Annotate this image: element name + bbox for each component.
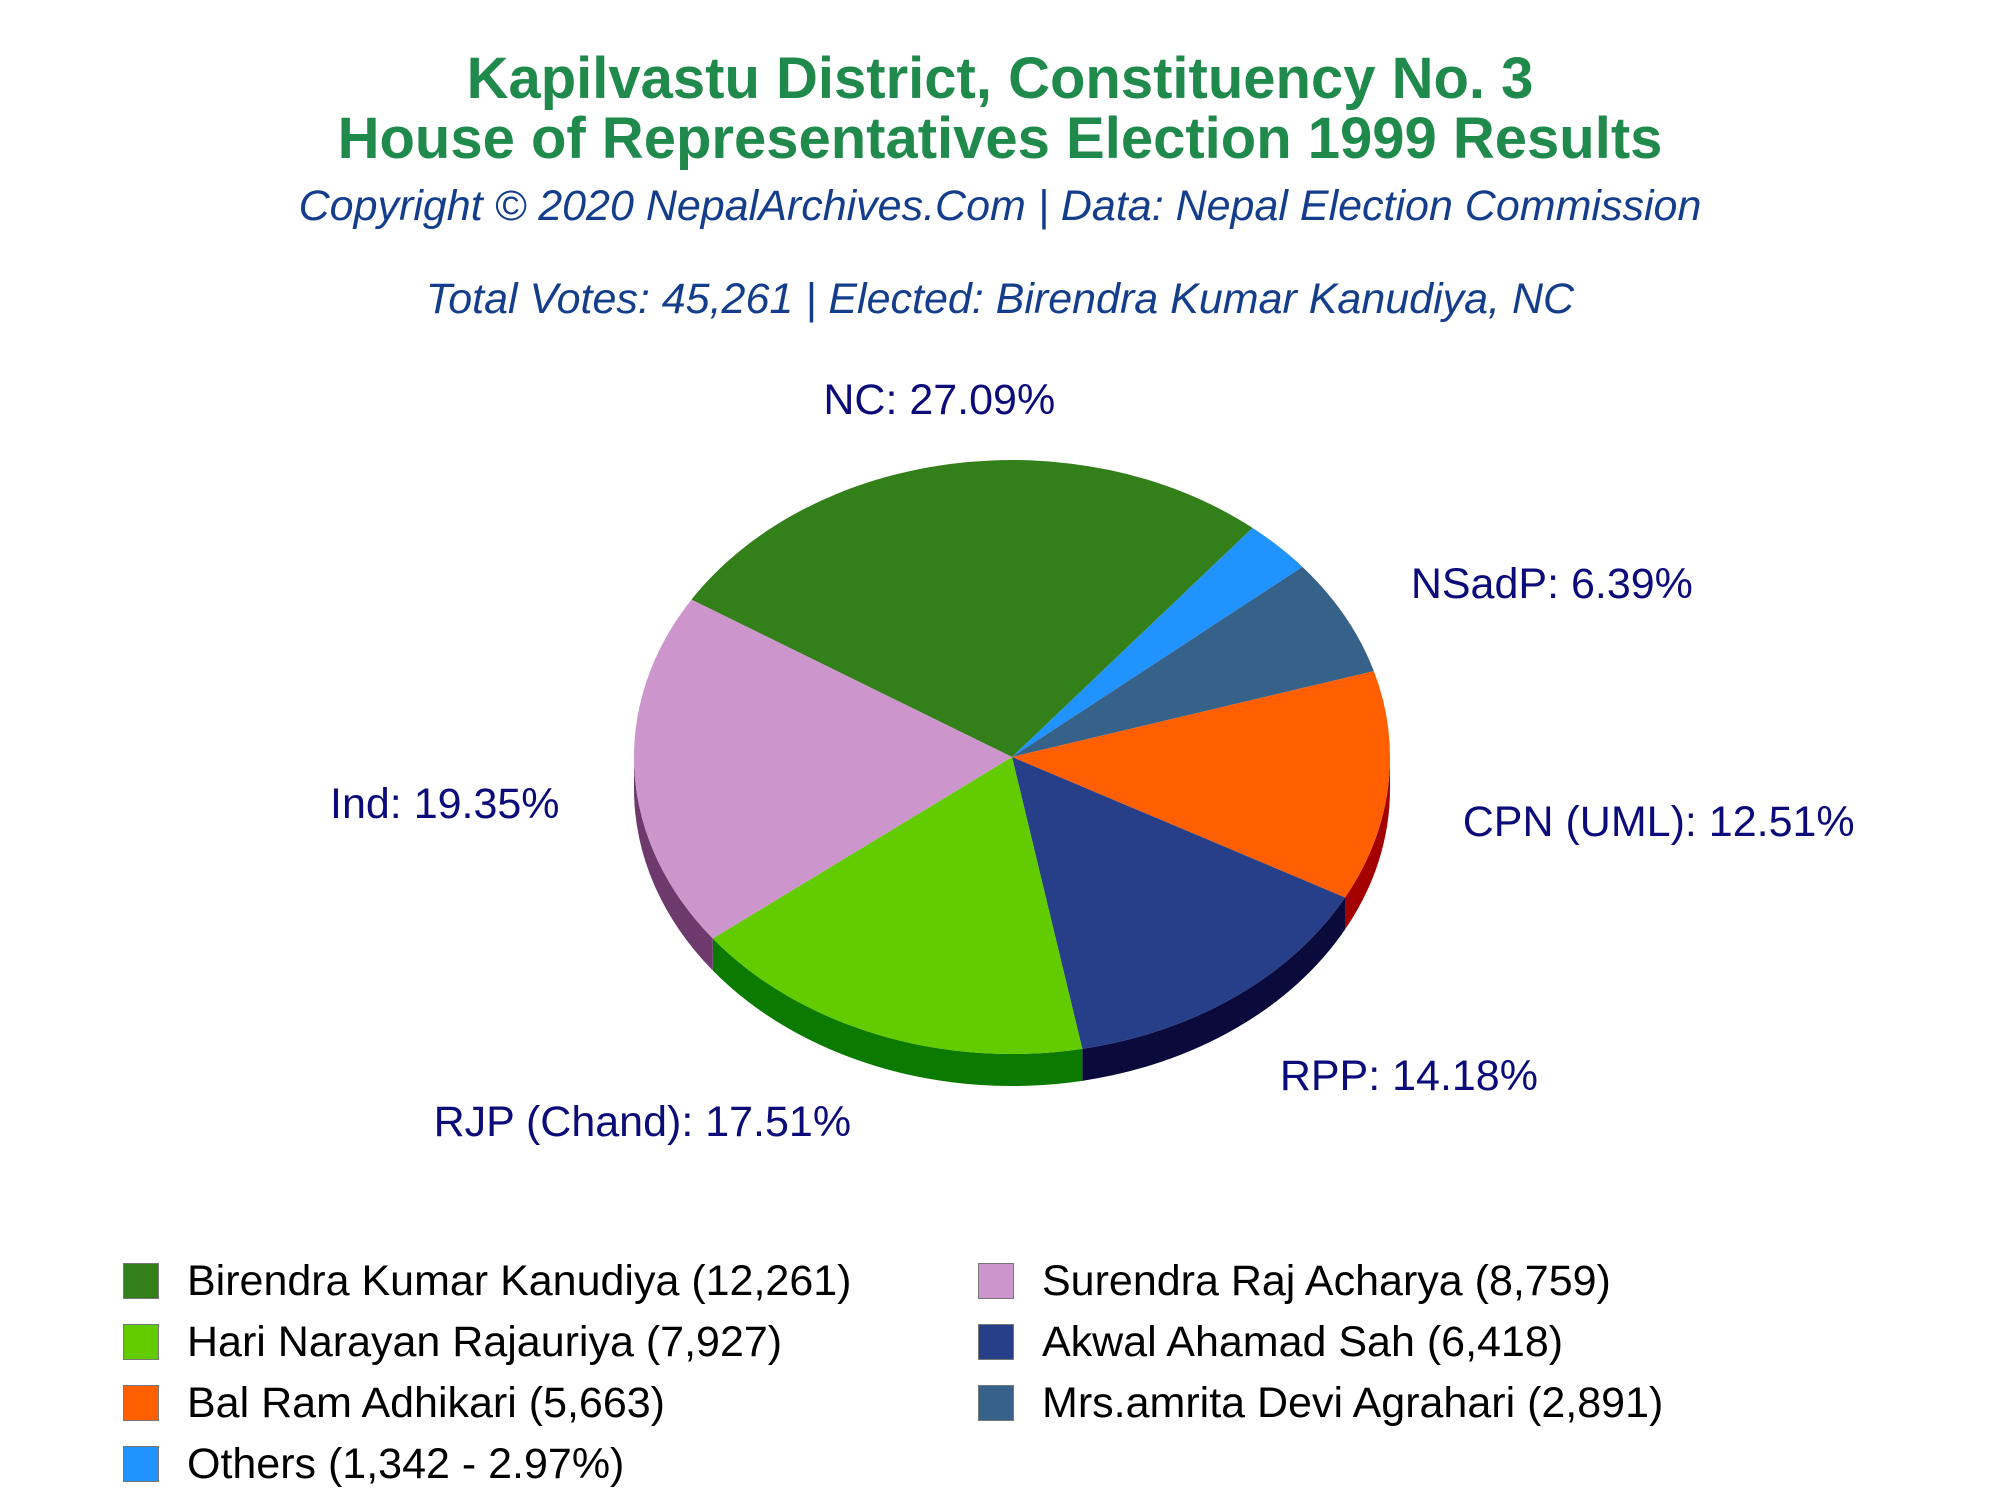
copyright-note: Copyright © 2020 NepalArchives.Com | Dat… bbox=[298, 182, 1702, 230]
slice-label: CPN (UML): 12.51% bbox=[1463, 798, 1855, 846]
legend-item: Birendra Kumar Kanudiya (12,261) bbox=[123, 1256, 851, 1306]
legend-label: Akwal Ahamad Sah (6,418) bbox=[1042, 1317, 1564, 1366]
legend-label: Mrs.amrita Devi Agrahari (2,891) bbox=[1042, 1378, 1664, 1427]
slice-label: NSadP: 6.39% bbox=[1411, 560, 1693, 608]
chart-title: Kapilvastu District, Constituency No. 3 bbox=[466, 46, 1534, 111]
legend-item: Akwal Ahamad Sah (6,418) bbox=[978, 1317, 1563, 1367]
pie-side-6 bbox=[634, 757, 713, 971]
pie-slice-ind bbox=[633, 599, 1012, 939]
pie-slice-rjp-chand bbox=[712, 757, 1083, 1055]
pie-slice-cpn-uml bbox=[1012, 671, 1390, 898]
legend-item: Hari Narayan Rajauriya (7,927) bbox=[123, 1317, 782, 1367]
pie-side-4 bbox=[1082, 897, 1346, 1081]
legend-label: Birendra Kumar Kanudiya (12,261) bbox=[187, 1256, 852, 1305]
pie-side-5 bbox=[712, 938, 1083, 1087]
legend-swatch bbox=[978, 1263, 1014, 1299]
pie-slice-others bbox=[1012, 527, 1303, 757]
legend-swatch bbox=[123, 1324, 159, 1360]
slice-label: NC: 27.09% bbox=[823, 376, 1055, 424]
pie-side-3 bbox=[1345, 757, 1390, 930]
slice-label: RJP (Chand): 17.51% bbox=[434, 1098, 852, 1146]
legend-item: Bal Ram Adhikari (5,663) bbox=[123, 1378, 665, 1428]
legend-label: Surendra Raj Acharya (8,759) bbox=[1042, 1256, 1611, 1305]
legend-swatch bbox=[123, 1263, 159, 1299]
slice-label: RPP: 14.18% bbox=[1280, 1052, 1538, 1100]
pie-slice-nsadp bbox=[1012, 566, 1374, 757]
slice-label: Ind: 19.35% bbox=[330, 780, 560, 828]
legend-item: Surendra Raj Acharya (8,759) bbox=[978, 1256, 1611, 1306]
legend-item: Mrs.amrita Devi Agrahari (2,891) bbox=[978, 1378, 1663, 1428]
votes-summary: Total Votes: 45,261 | Elected: Birendra … bbox=[425, 275, 1575, 323]
chart-subtitle: House of Representatives Election 1999 R… bbox=[337, 106, 1663, 171]
legend-swatch bbox=[123, 1446, 159, 1482]
legend-label: Others (1,342 - 2.97%) bbox=[187, 1439, 625, 1488]
legend-label: Hari Narayan Rajauriya (7,927) bbox=[187, 1317, 783, 1366]
legend-swatch bbox=[978, 1385, 1014, 1421]
pie-slice-nc bbox=[691, 459, 1253, 757]
legend-item: Others (1,342 - 2.97%) bbox=[123, 1439, 624, 1489]
legend-swatch bbox=[978, 1324, 1014, 1360]
legend-swatch bbox=[123, 1385, 159, 1421]
legend-label: Bal Ram Adhikari (5,663) bbox=[187, 1378, 665, 1427]
pie-slice-rpp bbox=[1012, 757, 1346, 1049]
